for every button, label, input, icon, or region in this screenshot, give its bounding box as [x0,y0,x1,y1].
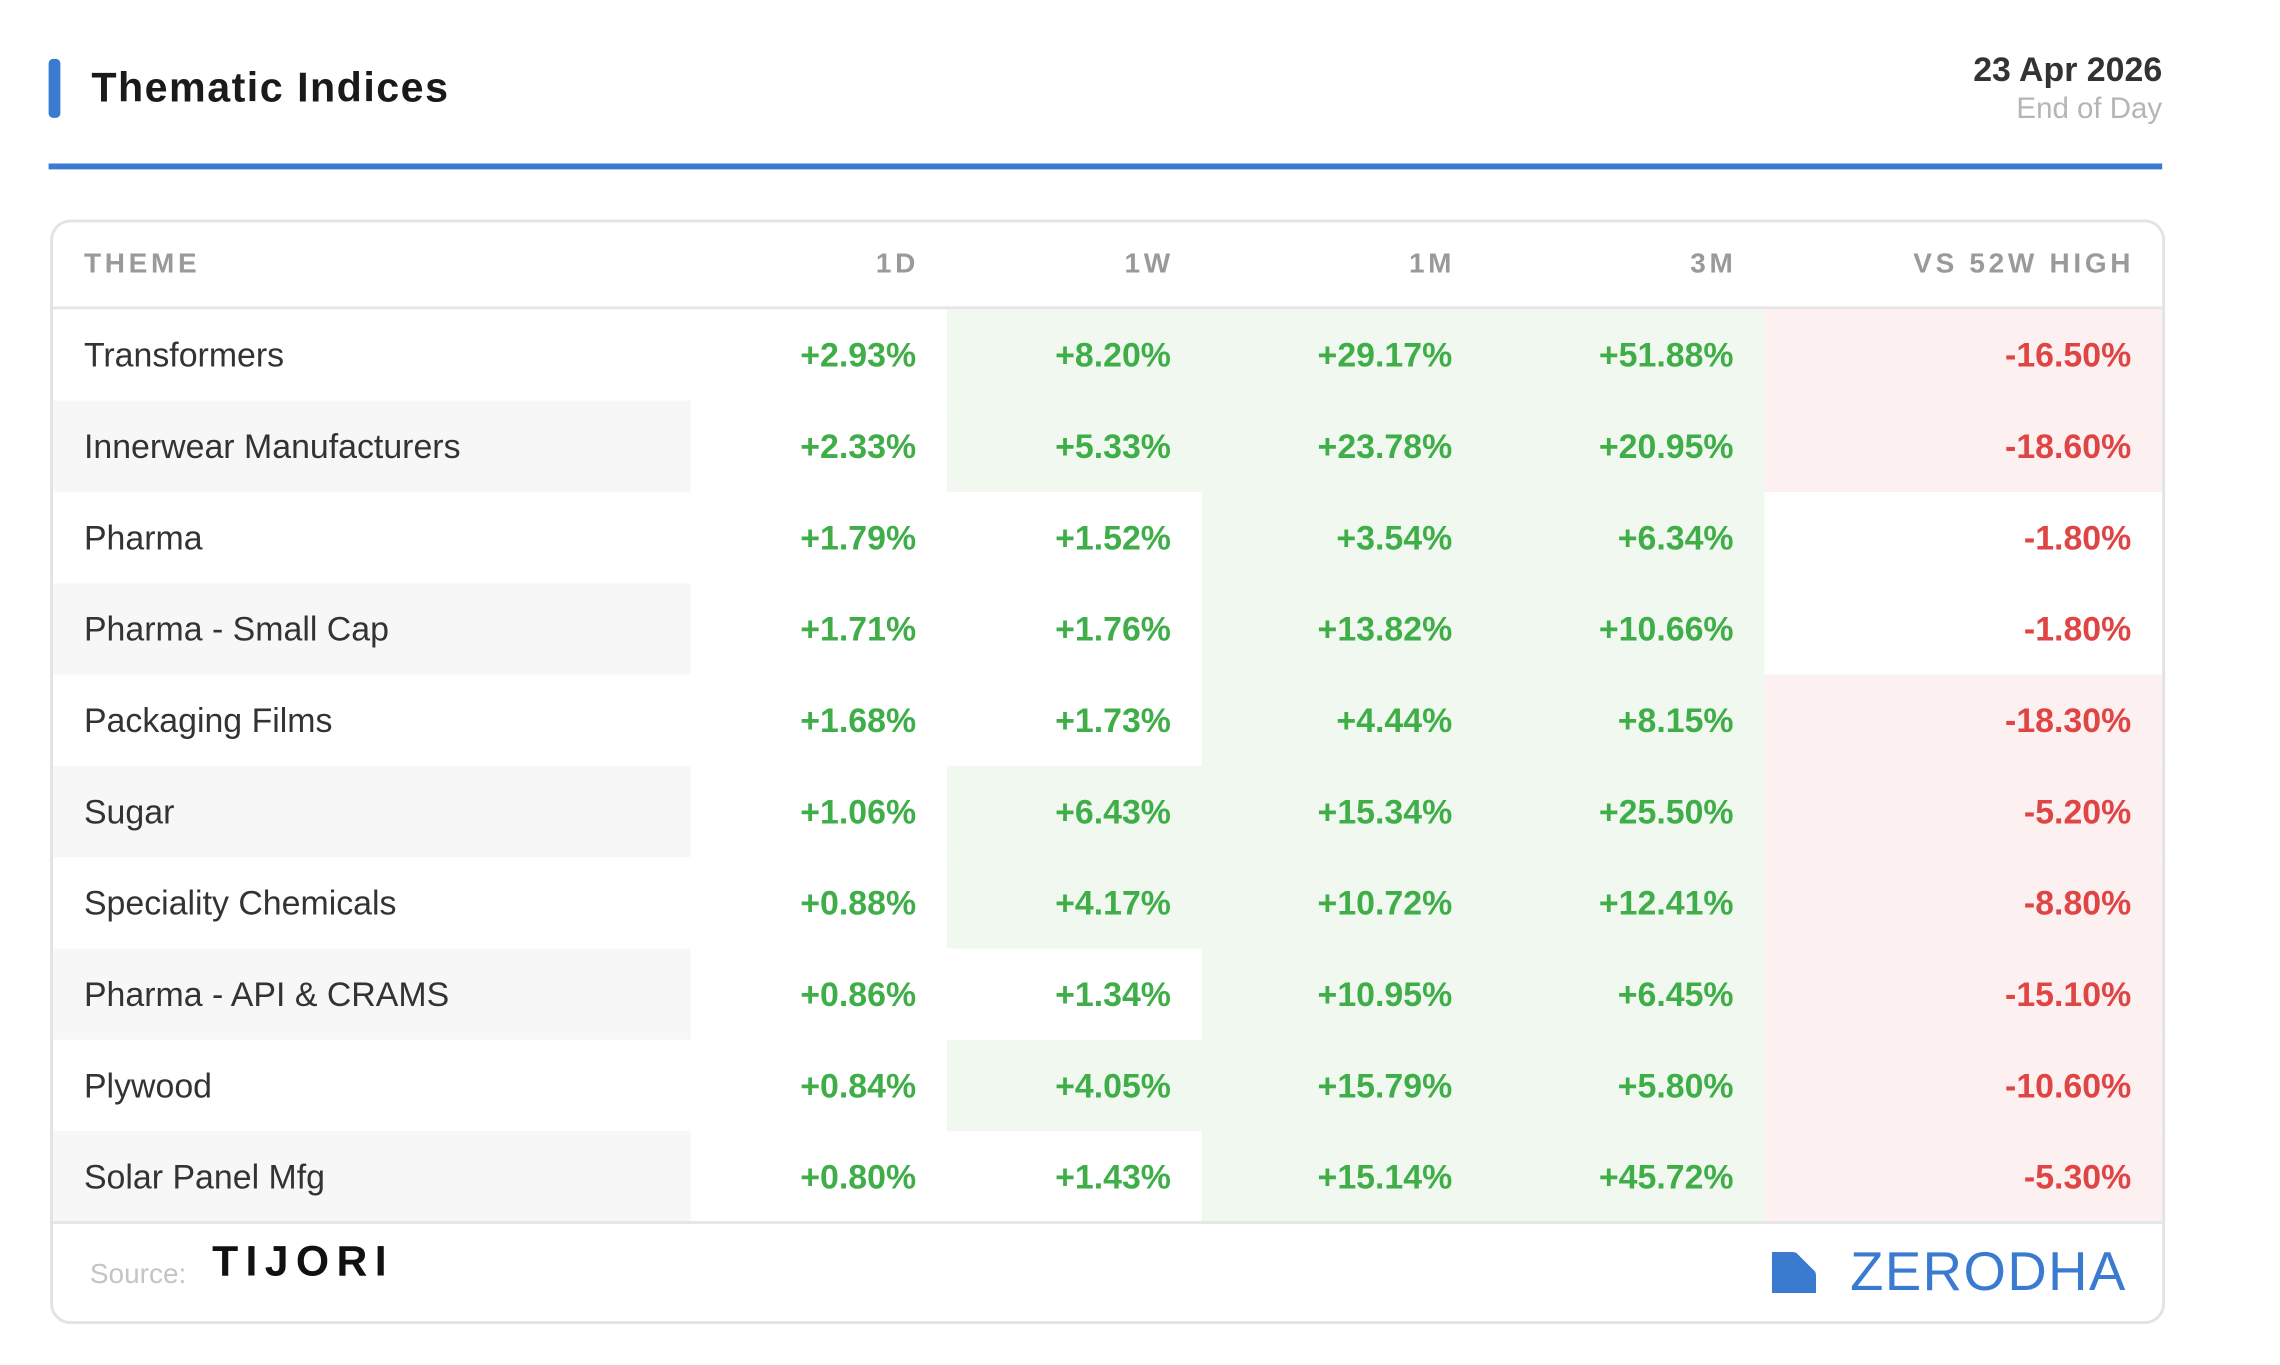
brand-logo [1771,1251,1817,1294]
value-cell: +3.54% [1201,491,1484,584]
column-header: 1D [875,248,920,280]
value-cell: +45.72% [1483,1131,1765,1223]
value-cell: +0.86% [800,974,917,1013]
title-rule [48,163,2163,170]
value-cell: -5.30% [1764,1131,2163,1223]
column-header: VS 52W HIGH [1913,248,2135,280]
table-row: Innerwear Manufacturers +2.33% +5.33% +23.7… [53,400,2163,492]
theme-cell: Innerwear Manufacturers [53,400,691,492]
table-row: Solar Panel Mfg +0.80% +1.43% +15.14% +45.72… [53,1131,2163,1223]
value-cell: -18.60% [1764,400,2163,492]
value-cell: +12.41% [1483,857,1765,949]
value-cell: -18.30% [1764,674,2163,766]
value-cell: +6.43% [947,765,1202,858]
theme-cell: Pharma - API & CRAMS [53,948,691,1040]
value-cell: +1.43% [1055,1156,1171,1196]
value-cell: +1.52% [1055,517,1171,557]
value-cell: +4.44% [1201,674,1484,766]
table-row: Pharma - API & CRAMS +0.86% +1.34% +10.95% +… [53,948,2163,1040]
theme-cell: Speciality Chemicals [83,882,397,922]
value-cell: +10.72% [1201,857,1484,949]
table-row: Packaging Films +1.68% +1.73% +4.44% +8.15% -… [53,674,2163,766]
value-cell: +29.17% [1201,309,1484,401]
table-row: Pharma - Small Cap +1.71% +1.76% +13.82% +10… [53,583,2162,675]
theme-cell: Pharma - Small Cap [53,583,691,675]
value-cell: +15.79% [1201,1039,1484,1132]
date: 23 Apr 2026 [1973,50,2163,89]
value-cell: +13.82% [1201,583,1484,675]
value-cell: +8.20% [947,309,1202,401]
theme-cell: Packaging Films [83,700,333,739]
value-cell: +1.34% [1055,974,1171,1013]
value-cell: +1.79% [800,517,917,557]
value-cell: +15.34% [1201,765,1484,858]
value-cell: +15.14% [1201,1131,1484,1223]
value-cell: -15.10% [1764,948,2163,1040]
value-cell: +1.73% [1055,700,1171,739]
value-cell: +20.95% [1483,400,1765,492]
theme-cell: Sugar [53,765,691,858]
value-cell: +51.88% [1483,309,1765,401]
column-header: 1M [1408,248,1456,280]
date-subtitle: End of Day [2016,92,2163,126]
source-name: TIJORI [212,1238,394,1286]
value-cell: +6.34% [1483,491,1765,584]
table-row: Speciality Chemicals +0.88% +4.17% +10.72% +… [53,857,2163,949]
value-cell: +10.95% [1201,948,1484,1040]
value-cell: -10.60% [1764,1039,2163,1132]
value-cell: +1.71% [800,609,917,648]
theme-cell: Solar Panel Mfg [53,1131,691,1223]
value-cell: +8.15% [1483,674,1765,766]
brand-name: ZERODHA [1850,1241,2127,1303]
theme-cell: Transformers [83,335,285,374]
table-row: Pharma +1.79% +1.52% +3.54% +6.34% -1.80% [53,491,2162,584]
table-row: Plywood +0.84% +4.05% +15.79% +5.80% -10.60% [53,1039,2163,1132]
value-cell: +1.76% [1055,609,1171,648]
source-label: Source: [89,1259,187,1291]
header-row: THEME 1D 1W 1M 3M VS 52W HIGH [53,222,2163,310]
value-cell: +0.88% [800,882,917,922]
column-header: 1W [1124,248,1174,280]
value-cell: -1.80% [2023,517,2132,557]
column-header: 3M [1690,248,1737,280]
value-cell: -5.20% [1764,765,2163,858]
value-cell: +4.05% [947,1039,1202,1132]
value-cell: +10.66% [1483,583,1765,675]
value-cell: +6.45% [1483,948,1765,1040]
value-cell: +25.50% [1483,765,1765,858]
value-cell: +0.80% [800,1156,917,1196]
column-header: THEME [83,248,201,280]
value-cell: +0.84% [800,1065,917,1104]
value-cell: +4.17% [947,857,1202,949]
value-cell: +1.06% [800,791,917,830]
value-cell: +5.33% [947,400,1202,492]
table-row: Transformers +2.93% +8.20% +29.17% +51.88% -1… [53,309,2163,401]
value-cell: -1.80% [2023,609,2132,648]
value-cell: -8.80% [1764,857,2163,949]
theme-cell: Plywood [83,1065,213,1104]
value-cell: +23.78% [1201,400,1484,492]
value-cell: +5.80% [1483,1039,1765,1132]
value-cell: +2.33% [800,426,917,465]
table-card: Source: TIJORI ZERODHA THEME 1D 1W 1M 3M VS 5… [50,219,2166,1325]
title-accent [48,58,61,118]
theme-cell: Pharma [83,517,203,557]
page-title: Thematic Indices [91,64,450,111]
table-row: Sugar +1.06% +6.43% +15.34% +25.50% -5.20% [53,765,2163,858]
value-cell: +2.93% [800,335,917,374]
value-cell: +1.68% [800,700,917,739]
footer: Source: TIJORI ZERODHA [53,1221,2163,1321]
value-cell: -16.50% [1764,309,2163,401]
